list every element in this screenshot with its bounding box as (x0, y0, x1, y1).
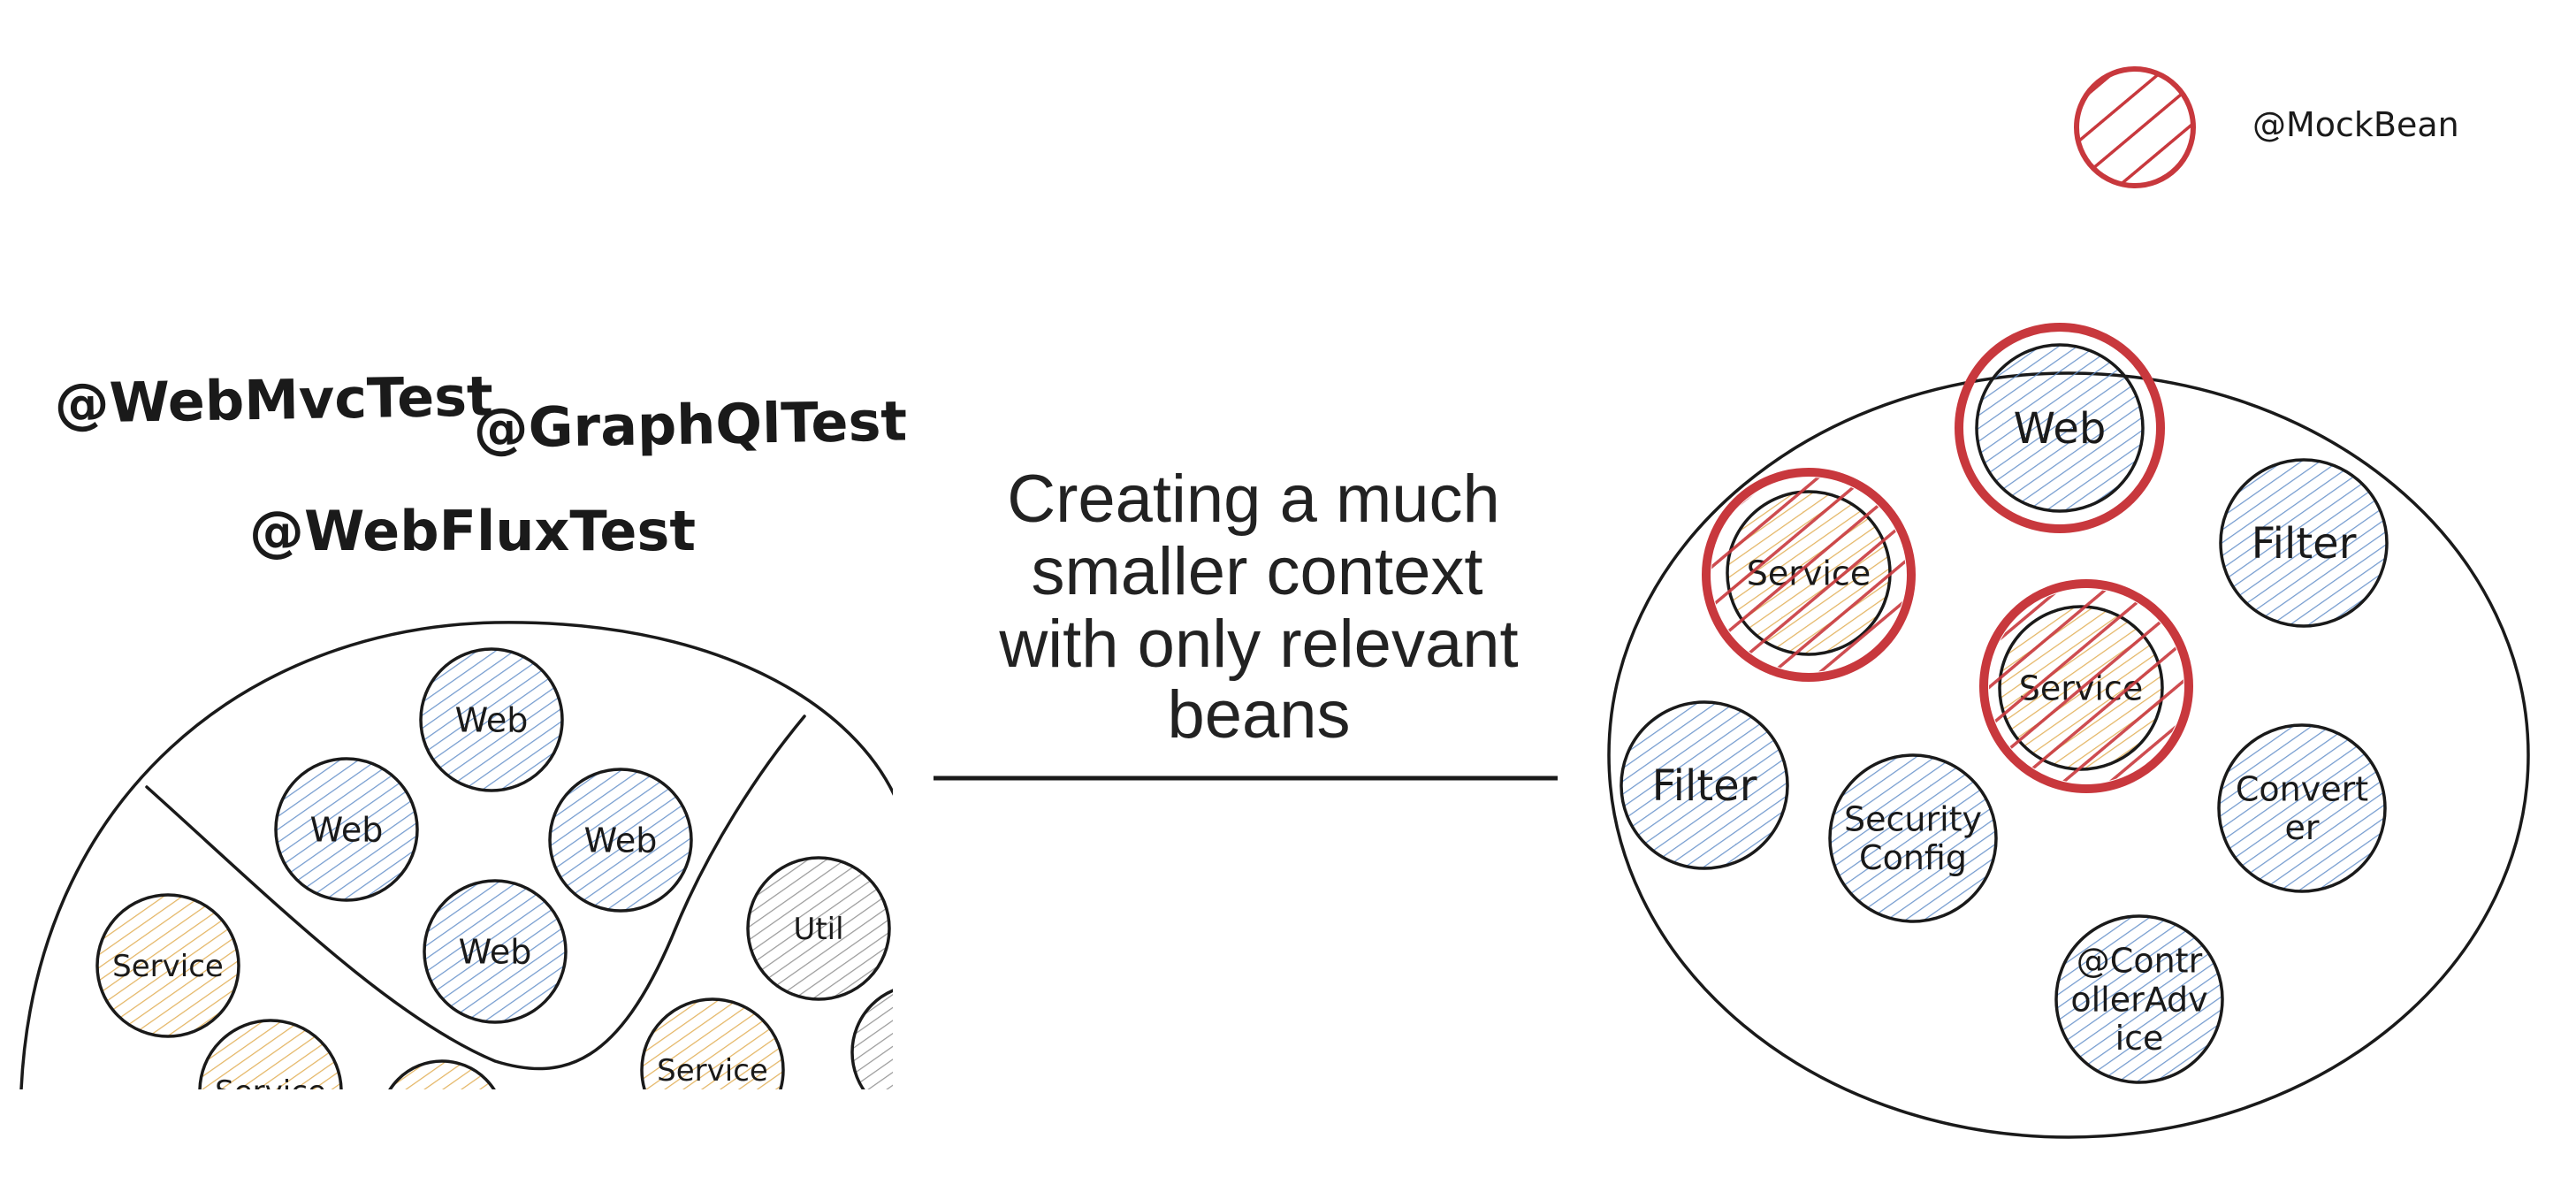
test-annotations: @WebMvcTest @GraphQlTest @WebFluxTest (54, 363, 908, 563)
right-bean-circle (2217, 723, 2387, 893)
left-bean-service (388, 1059, 496, 1089)
right-bean-web: Web (1975, 343, 2145, 513)
left-bean-web: Web (274, 757, 419, 902)
left-bean-web: Web (419, 647, 564, 792)
left-bean-circle (95, 893, 240, 1038)
right-bean-label: Config (1859, 838, 1967, 877)
center-text-line-4: beans (1167, 677, 1350, 753)
left-bean-circle (548, 768, 693, 913)
mock-bean-hatch (1711, 478, 1906, 672)
right-bean-web: Filter (2219, 458, 2389, 628)
right-bean-circle (2054, 914, 2224, 1084)
legend: @MockBean (2074, 66, 2459, 188)
left-bean-label: Web (584, 821, 658, 860)
left-bean-circle (419, 647, 564, 792)
annotation-graphql-test: @GraphQlTest (473, 388, 908, 461)
annotation-web-flux-test: @WebFluxTest (249, 499, 696, 563)
left-bean-label: Web (455, 700, 529, 739)
left-bean-label: Web (310, 810, 384, 849)
mock-bean-ring (1955, 323, 2165, 533)
right-bean-label: Filter (1652, 761, 1757, 811)
right-bean-label: Convert (2236, 769, 2368, 808)
mock-bean-legend-icon (2074, 66, 2196, 188)
right-bean-web: Filter (1620, 700, 1789, 870)
center-text-line-2: smaller context (1031, 534, 1482, 609)
mock-bean-ring (1979, 579, 2193, 793)
center-text-line-1: Creating a much (1007, 462, 1500, 537)
center-explanation: Creating a much smaller context with onl… (934, 462, 1558, 781)
right-bean-label: @Contr (2077, 942, 2203, 981)
full-application-context: Web Web Web Web Service Service Service Util (19, 621, 893, 1110)
right-bean-circle (1620, 700, 1789, 870)
sliced-application-context: WebServiceFilterServiceFilterSecurityCon… (1607, 323, 2530, 1139)
left-bean-circle (274, 757, 419, 902)
left-bean-circle (388, 1059, 496, 1089)
left-bean-circle (423, 879, 568, 1024)
right-bean-circle (1828, 753, 1998, 923)
left-bean-circle (198, 1019, 343, 1089)
left-bean-util (850, 989, 893, 1089)
right-bean-label: Security (1844, 799, 1982, 838)
left-bean-label: Service (657, 1053, 768, 1089)
left-bean-service: Service (198, 1019, 343, 1110)
left-bean-label: Service (112, 949, 224, 984)
center-text-line-3: with only relevant (998, 607, 1518, 682)
web-slice-divider-left (145, 714, 806, 1071)
left-bean-web: Web (548, 768, 693, 913)
left-bean-label: Service (215, 1074, 326, 1110)
right-bean-label: ice (2115, 1019, 2164, 1058)
left-bean-web: Web (423, 879, 568, 1024)
left-bean-label: Util (793, 912, 843, 947)
legend-label: @MockBean (2252, 105, 2459, 144)
left-bean-service: Service (95, 893, 240, 1038)
right-bean-label: Filter (2252, 519, 2357, 569)
right-bean-label: Web (2014, 404, 2107, 454)
annotation-web-mvc-test: @WebMvcTest (54, 363, 493, 436)
left-bean-circle (640, 997, 785, 1089)
full-context-outline (19, 621, 893, 1089)
left-bean-service: Service (640, 997, 785, 1089)
right-bean-circle (1975, 343, 2145, 513)
right-bean-label: er (2284, 808, 2319, 847)
mock-bean-hatch (1989, 589, 2184, 783)
left-bean-circle (746, 856, 891, 1001)
left-bean-circle (850, 989, 893, 1089)
left-bean-label: Web (459, 932, 532, 971)
mock-bean-ring (1702, 468, 1916, 682)
left-bean-util: Util (746, 856, 891, 1001)
right-bean-circle (2219, 458, 2389, 628)
right-bean-label: ollerAdv (2070, 980, 2207, 1019)
